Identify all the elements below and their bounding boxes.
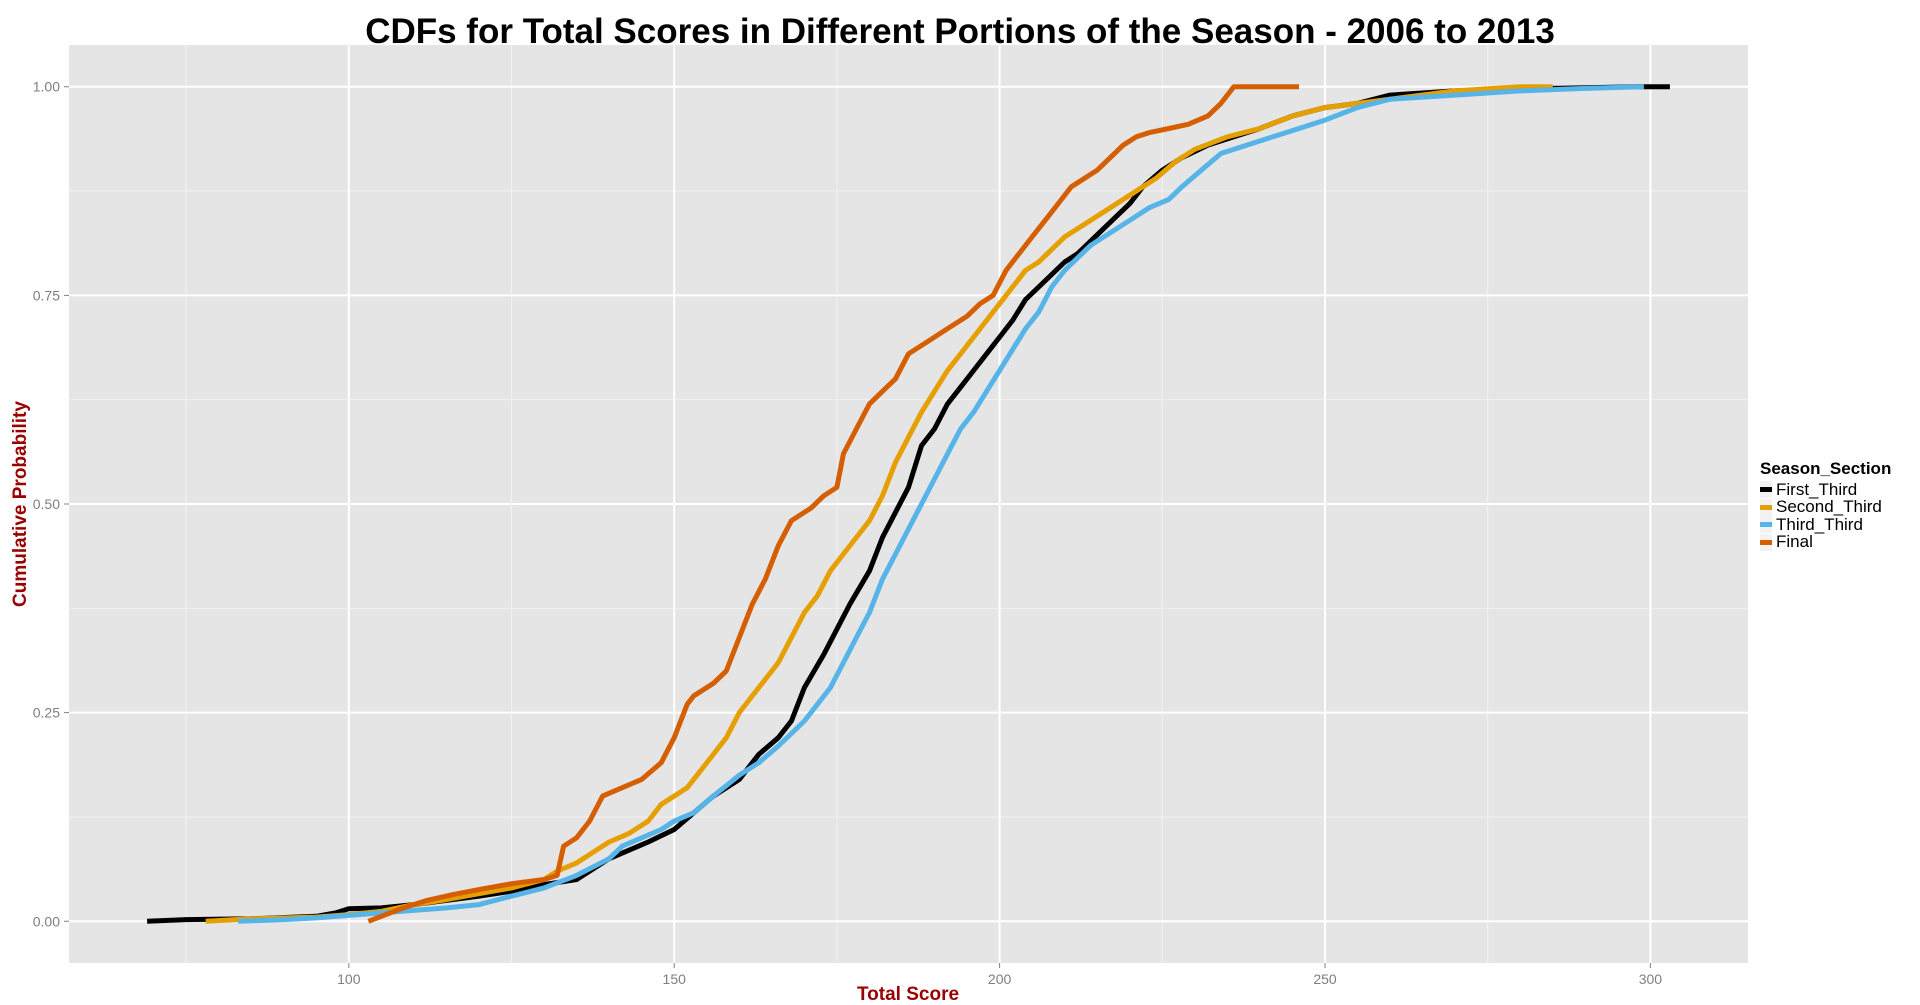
legend-item-second-third: Second_Third: [1760, 497, 1891, 517]
legend-item-third-third: Third_Third: [1760, 514, 1891, 534]
x-tick-label: 100: [337, 971, 361, 987]
legend-swatch-line: [1760, 539, 1772, 545]
legend-swatch-line: [1760, 504, 1772, 510]
series-line-third-third: [238, 84, 1644, 924]
legend-swatch: [1760, 533, 1772, 551]
legend-swatch-line: [1760, 522, 1772, 528]
x-tick-label: 150: [663, 971, 687, 987]
series-line-second-third: [205, 84, 1553, 924]
x-tick-label: 300: [1639, 971, 1663, 987]
series-lines: [146, 84, 1670, 924]
x-tick-labels: 100 150 200 250 300: [337, 963, 1662, 987]
legend-item-final: Final: [1760, 532, 1891, 552]
y-tick-label: 0.75: [33, 287, 60, 303]
grid: [69, 45, 1748, 963]
legend-label: Final: [1776, 532, 1813, 552]
x-tick-label: 250: [1313, 971, 1337, 987]
chart-title: CDFs for Total Scores in Different Porti…: [365, 12, 1555, 51]
y-tick-label: 0.50: [33, 496, 60, 512]
x-axis-label: Total Score: [857, 984, 959, 1005]
series-line-final: [367, 84, 1299, 924]
legend-label: Third_Third: [1776, 514, 1863, 534]
legend-swatch: [1760, 481, 1772, 499]
y-tick-label: 1.00: [33, 79, 60, 95]
x-tick-label: 200: [988, 971, 1012, 987]
y-tick-labels: 0.00 0.25 0.50 0.75 1.00: [33, 79, 69, 929]
y-tick-label: 0.00: [33, 913, 60, 929]
y-axis-label: Cumulative Probability: [10, 401, 31, 607]
legend-swatch-line: [1760, 487, 1772, 493]
legend-swatch: [1760, 498, 1772, 516]
legend-swatch: [1760, 516, 1772, 534]
legend-item-first-third: First_Third: [1760, 479, 1891, 499]
legend-label: Second_Third: [1776, 497, 1882, 517]
legend-label: First_Third: [1776, 479, 1858, 499]
y-tick-label: 0.25: [33, 705, 60, 721]
legend-title: Season_Section: [1760, 459, 1892, 478]
legend: Season_Section First_Third Second_Third …: [1760, 459, 1891, 551]
